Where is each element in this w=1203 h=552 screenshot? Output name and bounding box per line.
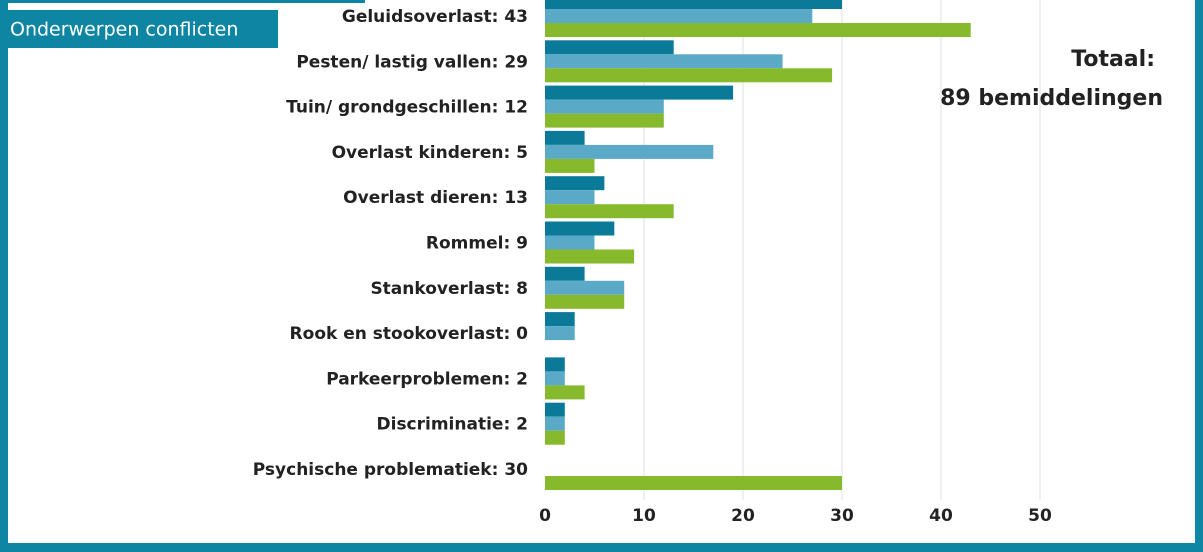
bar [545,23,971,37]
bar [545,54,783,69]
frame-bottom [0,543,1203,552]
bar [545,158,595,173]
bar [545,249,635,264]
x-tick-label: 30 [830,506,854,526]
bar [545,235,595,250]
bar [545,280,625,295]
plot-area: 0 10 20 30 40 50 Geluidsoverlast: 43 Pesten/ la… [253,0,1052,526]
category-label: Pesten/ lastig vallen: 29 [296,52,528,72]
category-label: Overlast kinderen: 5 [332,143,528,163]
top-strip [0,0,365,3]
bar [545,113,664,128]
bar [545,0,842,9]
bar [545,266,585,281]
section-label: Onderwerpen conflicten [10,19,238,41]
bar [545,312,575,327]
category-label: Overlast dieren: 13 [343,188,528,208]
bar [545,40,674,55]
category-label: Rommel: 9 [426,234,528,254]
bar [545,416,565,431]
bar [545,176,605,191]
bar [545,294,625,309]
frame-left [0,0,8,552]
x-tick-label: 10 [632,506,656,526]
x-tick-label: 40 [929,506,953,526]
category-label: Stankoverlast: 8 [370,279,528,299]
category-label: Parkeerproblemen: 2 [326,369,528,389]
x-tick-label: 20 [731,506,755,526]
bar [545,430,565,445]
bar [545,371,565,386]
category-label: Tuin/ grondgeschillen: 12 [286,98,528,118]
bar [545,68,833,83]
frame-right [1195,0,1203,552]
bar [545,476,842,490]
bar [545,385,585,400]
x-tick-label: 0 [539,506,551,526]
bar [545,99,664,114]
bar [545,144,714,159]
section-label-box [0,10,278,48]
category-label: Discriminatie: 2 [377,415,529,435]
bar [545,357,565,372]
bar [545,9,813,23]
bar [545,85,734,100]
bar [545,204,674,219]
bar [545,221,615,236]
x-tick-label: 50 [1028,506,1052,526]
total-label: Totaal: [1071,47,1155,72]
bar [545,130,585,145]
category-label: Geluidsoverlast: 43 [342,7,528,27]
category-label: Psychische problematiek: 30 [253,460,528,480]
bar [545,326,575,341]
bar [545,402,565,417]
category-label: Rook en stookoverlast: 0 [290,324,529,344]
bar [545,190,595,205]
total-value: 89 bemiddelingen [940,86,1163,111]
